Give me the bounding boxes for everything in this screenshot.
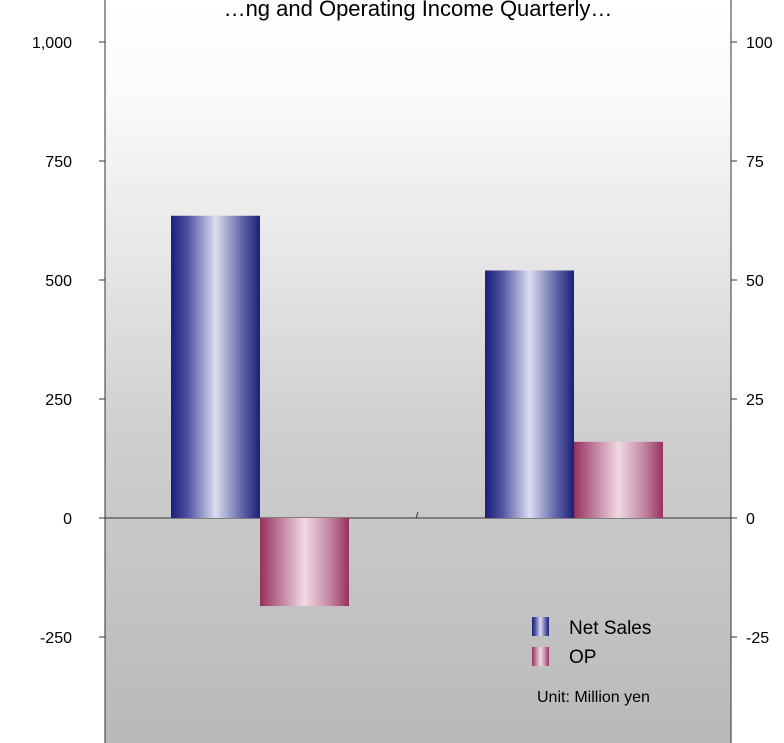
legend: Net Sales OP <box>532 617 651 668</box>
right-tick-label: 100 <box>746 35 773 52</box>
legend-swatch-op <box>532 647 549 666</box>
legend-label-op: OP <box>569 647 596 668</box>
chart-title: …ng and Operating Income Quarterly… <box>224 0 613 21</box>
right-tick-label: 0 <box>746 511 755 528</box>
left-tick-label: 750 <box>45 154 72 171</box>
right-tick-label: 50 <box>746 273 764 290</box>
right-tick-group: 100 75 50 25 0 -25 <box>731 35 773 647</box>
unit-note: Unit: Million yen <box>537 689 650 706</box>
left-tick-group: 1,000 750 500 250 0 -250 <box>32 35 105 647</box>
legend-label-net-sales: Net Sales <box>569 618 651 639</box>
category-divider-tick <box>415 511 419 519</box>
left-tick-label: 1,000 <box>32 35 72 52</box>
bar-net-sales <box>171 215 260 519</box>
right-tick-label: 75 <box>746 154 764 171</box>
left-tick-label: 0 <box>63 511 72 528</box>
left-tick-label: 250 <box>45 392 72 409</box>
left-tick-label: 500 <box>45 273 72 290</box>
left-tick-label: -250 <box>40 630 72 647</box>
bar-op <box>260 518 349 607</box>
bar-net-sales <box>485 270 574 518</box>
right-tick-label: -25 <box>746 630 769 647</box>
right-tick-label: 25 <box>746 392 764 409</box>
bar-op <box>574 441 663 518</box>
bar-group <box>171 215 663 607</box>
legend-swatch-net-sales <box>532 617 549 636</box>
